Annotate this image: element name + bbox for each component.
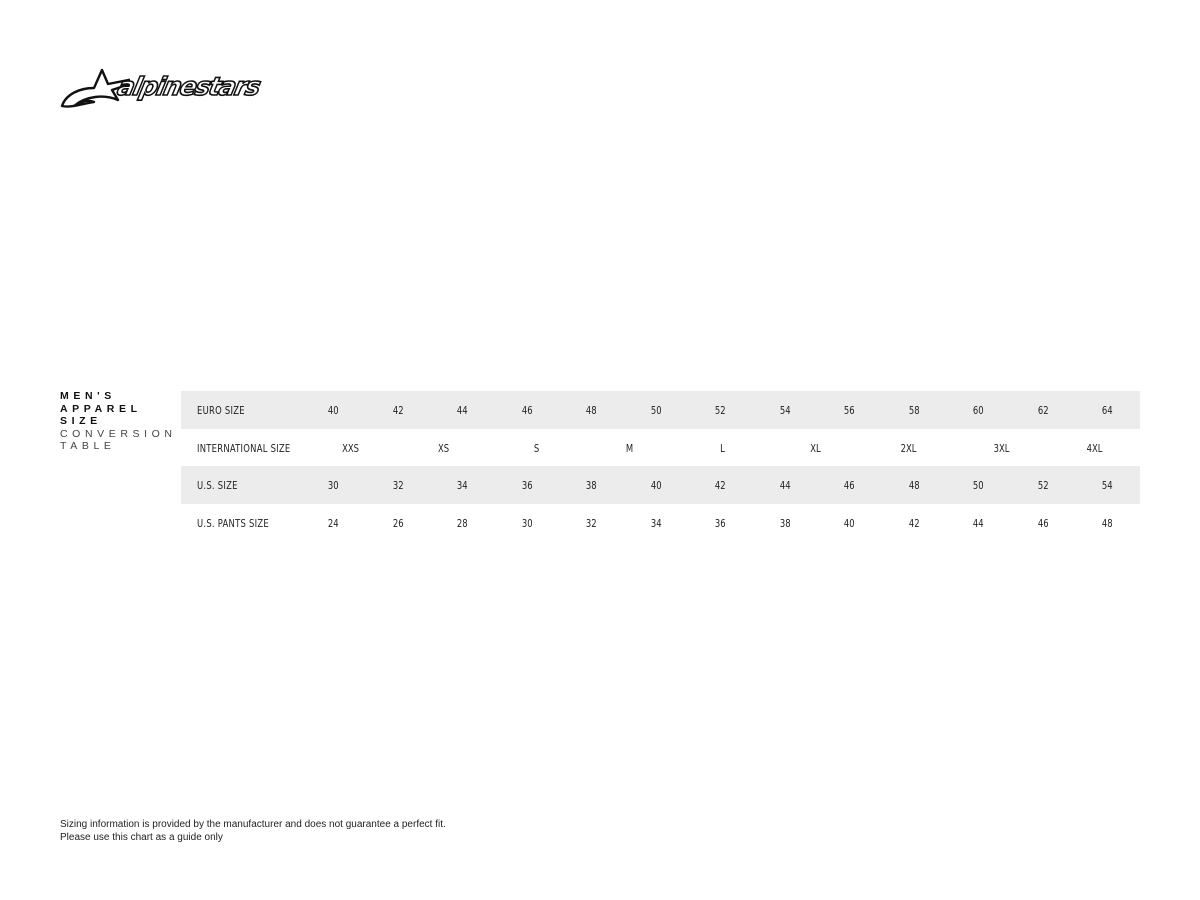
size-table: EURO SIZE 40 42 44 46 48 50 52 54 56 58 60 62 64 INTER… bbox=[181, 391, 1140, 541]
table-cell: XXS bbox=[341, 441, 359, 455]
table-cell: 38 bbox=[779, 516, 791, 530]
disclaimer: Sizing information is provided by the ma… bbox=[60, 819, 446, 844]
table-cell: 52 bbox=[1037, 479, 1049, 492]
table-cell: 58 bbox=[908, 404, 920, 417]
table-cell: 42 bbox=[908, 516, 920, 530]
table-cell: 46 bbox=[521, 404, 533, 417]
table-cell: 30 bbox=[327, 479, 339, 492]
disclaimer-line: Please use this chart as a guide only bbox=[60, 831, 223, 843]
table-cell: 3XL bbox=[993, 441, 1009, 455]
table-cell: 44 bbox=[972, 516, 984, 530]
table-cell: M bbox=[625, 441, 633, 455]
table-cell: 64 bbox=[1101, 404, 1113, 417]
row-label: U.S. PANTS SIZE bbox=[197, 516, 269, 530]
table-cell: XL bbox=[809, 441, 821, 455]
table-cell: S bbox=[533, 441, 539, 455]
table-row: INTERNATIONAL SIZE XXS XS S M L XL 2XL 3XL 4XL bbox=[181, 429, 1140, 467]
title-line: APPAREL bbox=[60, 402, 142, 415]
logo-text: alpinestars bbox=[114, 71, 263, 102]
table-cell: 44 bbox=[779, 479, 791, 492]
table-cell: 32 bbox=[585, 516, 597, 530]
table-cell: 40 bbox=[327, 404, 339, 417]
table-cell: 44 bbox=[456, 404, 468, 417]
table-cell: 56 bbox=[843, 404, 855, 417]
row-label: U.S. SIZE bbox=[197, 479, 238, 492]
table-cell: 24 bbox=[327, 516, 339, 530]
table-cell: 40 bbox=[650, 479, 662, 492]
table-row: U.S. PANTS SIZE 24 26 28 30 32 34 36 38 40 42 44 46 4… bbox=[181, 504, 1140, 542]
table-cell: 42 bbox=[392, 404, 404, 417]
table-cell: 36 bbox=[521, 479, 533, 492]
table-cell: 36 bbox=[714, 516, 726, 530]
table-cell: XS bbox=[437, 441, 449, 455]
table-cell: 38 bbox=[585, 479, 597, 492]
table-cell: 54 bbox=[1101, 479, 1113, 492]
table-cell: 52 bbox=[714, 404, 726, 417]
table-cell: 50 bbox=[972, 479, 984, 492]
table-cell: 48 bbox=[908, 479, 920, 492]
table-cell: 46 bbox=[843, 479, 855, 492]
table-cell: 40 bbox=[843, 516, 855, 530]
page-title: MEN'S APPAREL SIZE CONVERSION TABLE bbox=[60, 390, 177, 453]
table-cell: 46 bbox=[1037, 516, 1049, 530]
table-cell: 34 bbox=[650, 516, 662, 530]
table-cell: 2XL bbox=[900, 441, 916, 455]
alpinestars-logo: alpinestars bbox=[60, 66, 265, 112]
title-line: MEN'S bbox=[60, 390, 116, 402]
table-cell: 4XL bbox=[1086, 441, 1102, 455]
title-line: CONVERSION bbox=[60, 427, 177, 440]
table-cell: L bbox=[719, 441, 725, 455]
title-line: SIZE bbox=[60, 415, 102, 427]
table-cell: 54 bbox=[779, 404, 791, 417]
table-cell: 48 bbox=[1101, 516, 1113, 530]
table-cell: 62 bbox=[1037, 404, 1049, 417]
table-row: U.S. SIZE 30 32 34 36 38 40 42 44 46 48 50 52 54 bbox=[181, 466, 1140, 504]
table-cell: 30 bbox=[521, 516, 533, 530]
table-cell: 28 bbox=[456, 516, 468, 530]
table-row: EURO SIZE 40 42 44 46 48 50 52 54 56 58 60 62 64 bbox=[181, 391, 1140, 429]
row-label: EURO SIZE bbox=[197, 404, 245, 417]
disclaimer-line: Sizing information is provided by the ma… bbox=[60, 819, 446, 830]
title-line: TABLE bbox=[60, 440, 116, 452]
table-cell: 32 bbox=[392, 479, 404, 492]
table-cell: 60 bbox=[972, 404, 984, 417]
table-cell: 34 bbox=[456, 479, 468, 492]
table-cell: 50 bbox=[650, 404, 662, 417]
table-cell: 26 bbox=[392, 516, 404, 530]
table-cell: 48 bbox=[585, 404, 597, 417]
table-cell: 42 bbox=[714, 479, 726, 492]
row-label: INTERNATIONAL SIZE bbox=[197, 441, 291, 455]
